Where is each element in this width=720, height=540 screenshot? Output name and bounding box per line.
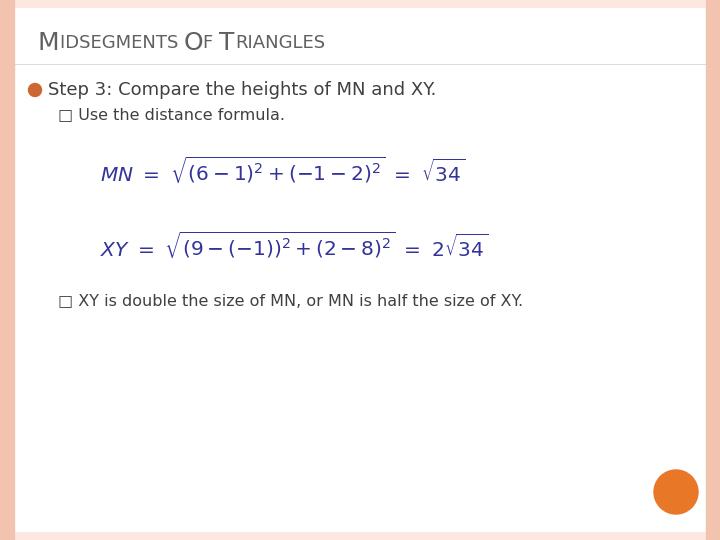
- Text: RIANGLES: RIANGLES: [235, 34, 325, 52]
- Text: F: F: [203, 34, 220, 52]
- Text: □ XY is double the size of MN, or MN is half the size of XY.: □ XY is double the size of MN, or MN is …: [58, 294, 523, 309]
- Text: Step 3: Compare the heights of MN and XY.: Step 3: Compare the heights of MN and XY…: [48, 81, 436, 99]
- Text: M: M: [38, 31, 60, 55]
- Text: T: T: [220, 31, 235, 55]
- Text: □ Use the distance formula.: □ Use the distance formula.: [58, 107, 285, 123]
- Text: $\mathit{XY}\ =\ \sqrt{(9-(-1))^2+(2-8)^2}\ =\ 2\sqrt{34}$: $\mathit{XY}\ =\ \sqrt{(9-(-1))^2+(2-8)^…: [100, 230, 488, 260]
- FancyBboxPatch shape: [14, 8, 706, 532]
- Bar: [0, 0, 14, 540]
- Text: IDSEGMENTS: IDSEGMENTS: [60, 34, 184, 52]
- Circle shape: [29, 84, 42, 97]
- Circle shape: [654, 470, 698, 514]
- Bar: [706, 0, 720, 540]
- Text: $\mathit{MN}\ =\ \sqrt{(6-1)^2+(-1-2)^2}\ =\ \sqrt{34}$: $\mathit{MN}\ =\ \sqrt{(6-1)^2+(-1-2)^2}…: [100, 155, 465, 185]
- Text: O: O: [184, 31, 203, 55]
